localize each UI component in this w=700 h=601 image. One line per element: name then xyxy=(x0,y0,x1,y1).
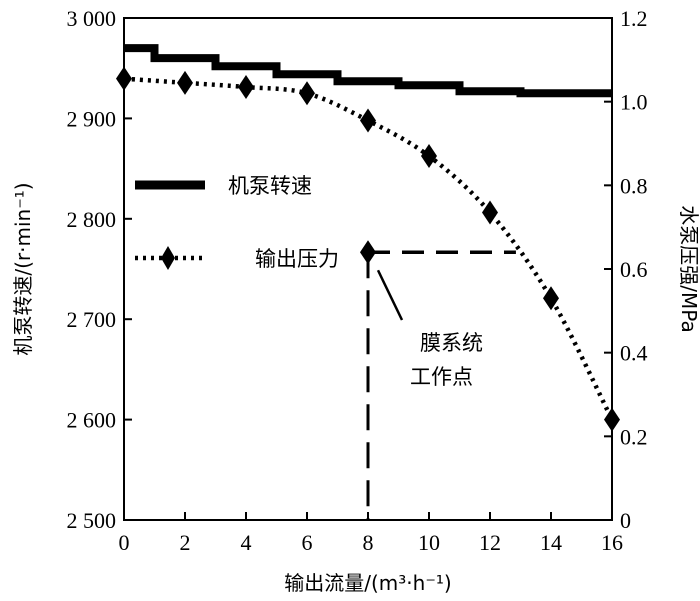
y-axis-right: 0 0.2 0.4 0.6 0.8 1.0 1.2 xyxy=(604,6,648,533)
x-tick-label: 12 xyxy=(479,530,501,555)
x-tick-label: 4 xyxy=(241,530,252,555)
speed-line xyxy=(124,44,612,98)
y-right-tick-label: 0.8 xyxy=(620,173,648,198)
operating-point-annotation: 膜系统 工作点 xyxy=(360,240,516,520)
x-axis-label: 输出流量/(m³·h⁻¹) xyxy=(284,571,451,595)
pressure-point xyxy=(116,66,132,91)
annotation-line-2: 工作点 xyxy=(410,365,473,389)
y-axis-left-label: 机泵转速/(r·min⁻¹) xyxy=(11,182,35,355)
y-left-tick-label: 3 000 xyxy=(67,6,117,31)
x-tick-label: 10 xyxy=(418,530,440,555)
series-output-pressure xyxy=(116,66,620,432)
x-axis: 0 2 4 6 8 10 12 14 16 xyxy=(119,512,623,555)
y-right-tick-label: 1.0 xyxy=(620,90,648,115)
x-tick-label: 16 xyxy=(601,530,623,555)
y-left-tick-label: 2 600 xyxy=(67,408,117,433)
x-tick-label: 0 xyxy=(119,530,130,555)
series-pump-speed xyxy=(124,44,612,98)
y-right-tick-label: 0.2 xyxy=(620,424,648,449)
y-axis-right-label: 水泵压强/MPa xyxy=(677,205,700,332)
pressure-point xyxy=(421,144,437,169)
annotation-leader xyxy=(376,269,404,321)
operating-point-marker xyxy=(360,240,376,265)
pressure-point xyxy=(604,407,620,432)
y-right-tick-label: 0.4 xyxy=(620,341,648,366)
y-right-tick-label: 1.2 xyxy=(620,6,648,31)
legend-label-speed: 机泵转速 xyxy=(228,174,312,198)
y-left-tick-label: 2 900 xyxy=(67,106,117,131)
annotation-line-1: 膜系统 xyxy=(420,331,483,355)
pressure-point xyxy=(177,70,193,95)
x-tick-label: 2 xyxy=(180,530,191,555)
y-left-tick-label: 2 800 xyxy=(67,207,117,232)
legend: 机泵转速 输出压力 xyxy=(135,174,339,271)
y-axis-left: 2 500 2 600 2 700 2 800 2 900 3 000 xyxy=(67,6,132,533)
pressure-point xyxy=(299,81,315,106)
x-tick-label: 8 xyxy=(363,530,374,555)
y-right-tick-label: 0.6 xyxy=(620,257,648,282)
x-tick-label: 6 xyxy=(302,530,313,555)
pressure-point xyxy=(238,75,254,100)
legend-label-pressure: 输出压力 xyxy=(255,247,339,271)
legend-marker-pressure xyxy=(161,246,175,270)
y-left-tick-label: 2 500 xyxy=(67,508,117,533)
y-left-tick-label: 2 700 xyxy=(67,307,117,332)
pressure-point xyxy=(360,108,376,133)
pressure-point xyxy=(543,286,559,311)
y-right-tick-label: 0 xyxy=(620,508,631,533)
pressure-point xyxy=(482,200,498,225)
x-tick-label: 14 xyxy=(540,530,562,555)
